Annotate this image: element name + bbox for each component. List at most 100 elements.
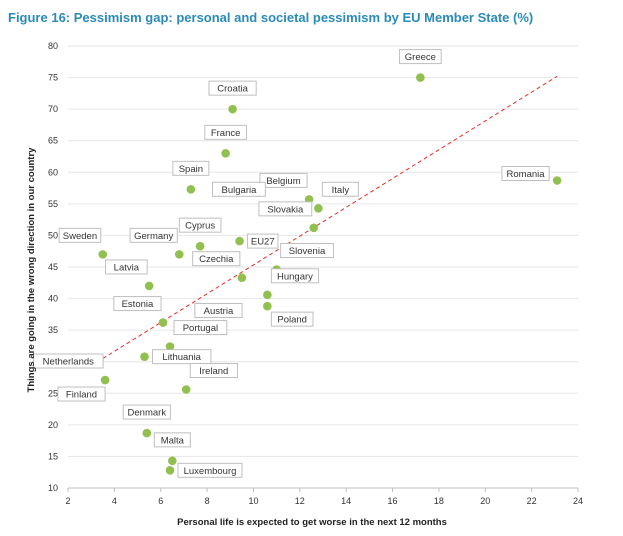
data-label-box xyxy=(501,165,550,181)
data-label: Sweden xyxy=(63,231,97,242)
data-label-box xyxy=(129,227,178,243)
figure-title: Figure 16: Pessimism gap: personal and s… xyxy=(8,10,534,25)
data-point xyxy=(263,290,272,300)
data-label-box xyxy=(58,227,102,243)
data-point xyxy=(309,223,319,233)
data-label: Ireland xyxy=(199,366,228,377)
data-label: Luxembourg xyxy=(184,466,237,477)
data-point xyxy=(181,385,191,394)
data-label: Austria xyxy=(204,306,234,317)
x-tick-label: 6 xyxy=(158,496,163,506)
data-label: Lithuania xyxy=(162,352,201,363)
data-label: Portugal xyxy=(183,323,218,334)
y-tick-label: 40 xyxy=(48,294,58,304)
data-labels: Greece Croatia France Spain Romania Belgium Bu… xyxy=(32,49,550,478)
data-point xyxy=(237,273,247,283)
data-point xyxy=(228,104,237,114)
y-tick-label: 20 xyxy=(48,420,58,430)
data-label: EU27 xyxy=(251,237,275,248)
data-point xyxy=(174,250,184,259)
y-tick-label: 45 xyxy=(48,262,58,272)
data-label: Finland xyxy=(66,390,97,401)
data-point xyxy=(165,342,175,351)
data-point xyxy=(140,352,149,361)
data-label-box xyxy=(173,320,228,336)
data-label: Poland xyxy=(277,315,307,326)
data-label-box xyxy=(270,311,314,327)
gridlines xyxy=(68,45,578,489)
y-tick-label: 15 xyxy=(48,451,58,461)
y-tick-label: 50 xyxy=(48,230,58,240)
data-label: Slovenia xyxy=(289,246,326,257)
data-label-box xyxy=(32,353,104,369)
x-tick-label: 16 xyxy=(388,496,398,506)
data-label: Czechia xyxy=(199,254,234,265)
data-label: Italy xyxy=(332,185,350,196)
data-label-box xyxy=(172,160,210,176)
x-tick-label: 14 xyxy=(341,496,351,506)
data-label-box xyxy=(270,268,320,284)
data-label: Denmark xyxy=(128,408,167,419)
data-point xyxy=(98,250,108,259)
data-label-box xyxy=(204,124,247,140)
trendline xyxy=(102,75,558,359)
data-label: Belgium xyxy=(266,176,300,187)
data-point xyxy=(158,318,168,327)
data-point xyxy=(165,466,175,475)
y-tick-label: 55 xyxy=(48,199,58,209)
data-label-box xyxy=(280,243,334,259)
data-points xyxy=(98,73,562,475)
data-label: Slovakia xyxy=(267,204,304,215)
trend-line xyxy=(102,75,558,359)
data-label: Romania xyxy=(507,169,546,180)
data-point xyxy=(314,203,323,213)
data-label: Germany xyxy=(134,231,173,242)
data-label-box xyxy=(153,432,191,448)
data-point xyxy=(168,456,177,466)
data-point xyxy=(195,241,205,251)
data-point xyxy=(416,73,425,82)
data-point xyxy=(144,281,154,291)
y-tick-label: 75 xyxy=(48,73,58,83)
x-tick-label: 18 xyxy=(434,496,444,506)
y-tick-label: 60 xyxy=(48,167,58,177)
data-point xyxy=(186,185,196,194)
y-tick-label: 35 xyxy=(48,325,58,335)
data-point xyxy=(100,375,110,385)
data-label-box xyxy=(152,349,212,365)
data-label-box xyxy=(192,251,241,267)
data-point xyxy=(221,149,230,158)
data-label-box xyxy=(177,462,243,478)
data-label: Malta xyxy=(161,435,185,446)
data-label-box xyxy=(399,49,442,65)
data-point xyxy=(263,301,272,311)
x-tick-label: 20 xyxy=(480,496,490,506)
x-tick-label: 10 xyxy=(248,496,258,506)
y-axis-title: Things are going in the wrong direction … xyxy=(26,147,37,393)
data-label: Estonia xyxy=(122,299,154,310)
y-tick-label: 65 xyxy=(48,136,58,146)
x-tick-label: 12 xyxy=(295,496,305,506)
x-axis-title: Personal life is expected to get worse i… xyxy=(177,517,447,528)
data-label-box xyxy=(189,362,238,378)
data-label-box xyxy=(321,181,359,197)
data-label: Greece xyxy=(405,52,436,63)
data-label-box xyxy=(247,233,279,249)
data-point xyxy=(552,176,562,185)
y-tick-label: 10 xyxy=(48,483,58,493)
data-point xyxy=(235,236,244,246)
x-tick-label: 8 xyxy=(205,496,210,506)
data-label-box xyxy=(194,303,243,319)
y-tick-label: 25 xyxy=(48,388,58,398)
y-tick-label: 80 xyxy=(48,41,58,51)
x-tick-label: 22 xyxy=(527,496,537,506)
data-label: Croatia xyxy=(217,84,248,95)
data-label-box xyxy=(105,259,148,275)
data-label: Hungary xyxy=(277,271,313,282)
data-label: Netherlands xyxy=(43,357,94,368)
x-tick-label: 4 xyxy=(112,496,117,506)
data-label-box xyxy=(178,217,222,233)
data-label-box xyxy=(113,296,162,312)
data-label-box xyxy=(57,386,106,402)
